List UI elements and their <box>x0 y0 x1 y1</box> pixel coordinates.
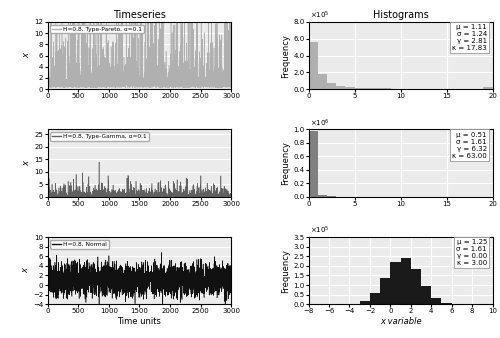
Bar <box>360 301 370 304</box>
Bar <box>373 88 382 89</box>
Y-axis label: Frequency: Frequency <box>282 249 290 292</box>
Legend: H=0.8, Normal: H=0.8, Normal <box>50 240 109 248</box>
Bar <box>346 87 354 89</box>
Bar <box>484 87 492 89</box>
Legend: H=0.8, Type-Gamma, α=0.1: H=0.8, Type-Gamma, α=0.1 <box>50 132 148 141</box>
Y-axis label: x: x <box>22 268 30 273</box>
Bar <box>308 131 318 197</box>
Bar <box>327 82 336 89</box>
Text: μ = 1.25
σ = 1.61
γ = 0.00
κ = 3.00: μ = 1.25 σ = 1.61 γ = 0.00 κ = 3.00 <box>456 239 487 266</box>
Title: Histograms: Histograms <box>372 10 428 20</box>
Text: ×10$^{6}$: ×10$^{6}$ <box>310 118 330 129</box>
Bar <box>354 88 364 89</box>
Legend: H=0.8, Type-Pareto, α=0.1: H=0.8, Type-Pareto, α=0.1 <box>50 25 144 33</box>
Bar <box>318 74 327 89</box>
Bar <box>442 303 452 304</box>
Bar <box>390 262 400 304</box>
Bar <box>370 293 380 304</box>
Y-axis label: x: x <box>22 53 32 58</box>
Title: Timeseries: Timeseries <box>113 10 166 20</box>
Text: ×10$^{5}$: ×10$^{5}$ <box>310 225 330 236</box>
Bar <box>380 278 390 304</box>
Bar <box>364 88 373 89</box>
Y-axis label: x: x <box>22 161 32 166</box>
Text: ×10$^{5}$: ×10$^{5}$ <box>310 10 330 21</box>
Bar <box>318 195 327 197</box>
X-axis label: x variable: x variable <box>380 317 422 326</box>
Bar <box>400 258 411 304</box>
Bar <box>431 298 442 304</box>
Bar <box>411 269 421 304</box>
Bar <box>308 42 318 89</box>
Bar <box>421 286 431 304</box>
X-axis label: Time units: Time units <box>118 317 162 326</box>
Y-axis label: Frequency: Frequency <box>282 34 290 77</box>
Text: μ = 0.51
σ = 1.61
γ = 6.32
κ = 63.00: μ = 0.51 σ = 1.61 γ = 6.32 κ = 63.00 <box>452 131 487 159</box>
Y-axis label: Frequency: Frequency <box>282 141 290 185</box>
Bar <box>336 86 345 89</box>
Text: μ = 1.11
σ = 1.24
γ = 2.81
κ = 17.83: μ = 1.11 σ = 1.24 γ = 2.81 κ = 17.83 <box>452 24 487 51</box>
